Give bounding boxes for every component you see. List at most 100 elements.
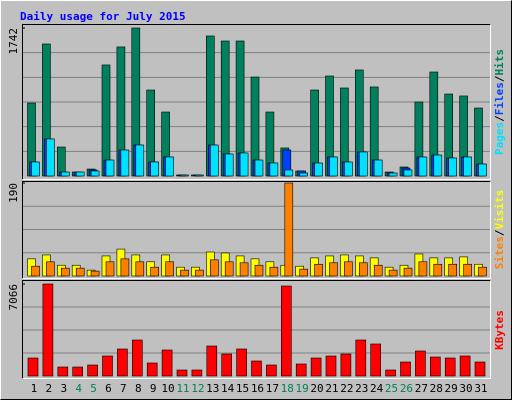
x-tick-label: 22 — [340, 382, 353, 395]
bar — [474, 361, 486, 377]
bar — [284, 182, 294, 277]
x-tick-label: 11 — [176, 382, 189, 395]
x-tick-label: 26 — [400, 382, 413, 395]
x-tick-label: 21 — [325, 382, 338, 395]
bar — [120, 258, 130, 277]
y-tick-label: 7066 — [7, 284, 20, 311]
x-tick-label: 15 — [236, 382, 249, 395]
bar — [72, 366, 83, 377]
bar — [418, 156, 428, 177]
bar — [344, 161, 353, 177]
bar — [314, 263, 323, 277]
x-tick-label: 13 — [206, 382, 219, 395]
bar — [254, 264, 264, 277]
bar — [373, 159, 383, 177]
bar — [27, 357, 39, 377]
x-tick-label: 25 — [385, 382, 398, 395]
x-tick-label: 1 — [31, 382, 38, 395]
bar — [344, 261, 353, 277]
bar — [463, 263, 472, 277]
legend-separator: / — [493, 115, 506, 122]
bar — [42, 283, 54, 377]
x-tick-label: 29 — [445, 382, 458, 395]
bar — [165, 261, 174, 277]
bar — [340, 353, 352, 377]
bar — [388, 172, 398, 177]
bar — [358, 151, 368, 177]
bar — [90, 270, 100, 277]
bar — [373, 264, 383, 277]
bar — [224, 261, 234, 277]
bar — [57, 366, 69, 377]
bar — [46, 138, 55, 177]
x-tick-label: 6 — [105, 382, 112, 395]
x-tick-label: 23 — [355, 382, 368, 395]
bar — [46, 261, 55, 277]
x-tick-label: 18 — [281, 382, 294, 395]
bar — [400, 361, 411, 377]
x-tick-label: 28 — [430, 382, 443, 395]
bar — [221, 353, 232, 377]
bar — [429, 356, 441, 377]
bar — [269, 162, 279, 177]
bar — [403, 267, 413, 277]
x-tick-label: 27 — [415, 382, 428, 395]
legend: Pages/Files/Hits — [493, 49, 506, 155]
bar — [210, 144, 219, 177]
bar — [191, 369, 203, 377]
bar — [195, 174, 204, 177]
bar — [236, 348, 247, 377]
bar — [105, 159, 115, 177]
bar — [210, 259, 219, 277]
bar — [415, 350, 426, 377]
x-tick-label: 14 — [221, 382, 235, 395]
y-tick-label: 190 — [7, 183, 20, 203]
bar — [224, 153, 234, 177]
bar — [403, 169, 413, 177]
bar — [310, 357, 322, 377]
bar — [478, 266, 487, 277]
bar — [31, 265, 40, 277]
x-tick-label: 3 — [60, 382, 67, 395]
bar — [418, 261, 428, 277]
x-tick-label: 4 — [75, 382, 82, 395]
legend: KBytes — [493, 310, 506, 350]
bar — [105, 261, 115, 277]
legend-separator: / — [493, 75, 506, 82]
x-tick-label: 24 — [370, 382, 384, 395]
x-tick-label: 31 — [474, 382, 487, 395]
legend-entry: Sites — [493, 236, 506, 269]
panel-bevel — [22, 24, 491, 180]
panel-bevel — [22, 181, 491, 279]
bar — [444, 357, 456, 377]
bar — [180, 269, 189, 277]
bar — [254, 159, 264, 177]
bar — [75, 171, 85, 177]
x-tick-label: 8 — [135, 382, 142, 395]
bar — [269, 266, 279, 277]
bar — [329, 262, 338, 277]
legend-entry: Hits — [493, 49, 506, 76]
bar — [478, 163, 487, 177]
bar — [150, 266, 159, 277]
bar — [370, 343, 382, 377]
bar — [31, 161, 40, 177]
bar — [101, 64, 111, 177]
bar — [176, 369, 188, 377]
bar — [132, 339, 143, 377]
bar — [463, 156, 472, 177]
legend-separator: / — [493, 229, 506, 236]
bar — [355, 339, 367, 377]
bar — [90, 170, 100, 177]
bar — [146, 362, 158, 377]
panel-bevel — [22, 181, 491, 279]
bar — [388, 269, 398, 277]
bar — [75, 267, 85, 277]
legend-entry: Files — [493, 82, 506, 115]
x-tick-label: 19 — [296, 382, 309, 395]
bar — [251, 360, 262, 377]
x-tick-label: 30 — [459, 382, 472, 395]
panel-bevel — [22, 280, 491, 379]
